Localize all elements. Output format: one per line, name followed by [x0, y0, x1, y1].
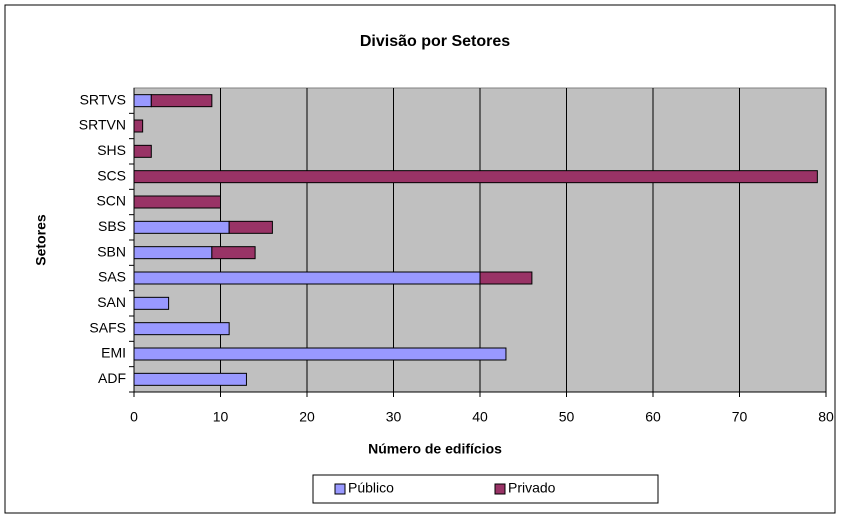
bar-segment [211, 246, 256, 260]
y-axis-label: Setores [33, 214, 49, 266]
x-tick-label: 80 [818, 409, 834, 425]
bar-segment [133, 144, 152, 158]
bar-segment [133, 322, 230, 336]
x-tick-label: 60 [645, 409, 661, 425]
y-tick-label: SAN [97, 294, 126, 310]
bar-segment [133, 372, 247, 386]
y-tick-label: SRTVS [80, 91, 126, 107]
legend-label: Público [348, 480, 394, 496]
legend-label: Privado [508, 480, 556, 496]
x-tick-label: 10 [213, 409, 229, 425]
y-tick-label: SBN [97, 243, 126, 259]
y-tick-label: SAFS [89, 319, 126, 335]
bar-segment [133, 296, 170, 310]
legend-swatch [494, 483, 506, 495]
bar-segment [133, 271, 481, 285]
y-tick-label: SCS [97, 167, 126, 183]
bar-segment [133, 94, 152, 108]
bar-segment [133, 195, 221, 209]
bar-segment [150, 94, 213, 108]
bar-segment [133, 119, 144, 133]
bar-segment [228, 220, 273, 234]
bar-segment [133, 347, 507, 361]
y-tick-label: SHS [97, 142, 126, 158]
x-tick-label: 50 [559, 409, 575, 425]
x-tick-label: 40 [472, 409, 488, 425]
y-tick-label: EMI [101, 345, 126, 361]
y-tick-label: SRTVN [79, 117, 126, 133]
x-tick-label: 70 [732, 409, 748, 425]
y-tick-label: SAS [98, 269, 126, 285]
x-axis-label: Número de edifícios [368, 441, 502, 457]
y-tick-label: SBS [98, 218, 126, 234]
x-tick-label: 0 [130, 409, 138, 425]
chart-title: Divisão por Setores [360, 33, 510, 50]
legend-box [312, 474, 659, 504]
bar-segment [133, 220, 230, 234]
legend-swatch [334, 483, 346, 495]
bar-segment [479, 271, 533, 285]
x-tick-label: 30 [386, 409, 402, 425]
bar-segment [133, 170, 818, 184]
bar-segment [133, 246, 213, 260]
y-tick-label: SCN [96, 193, 126, 209]
x-tick-label: 20 [299, 409, 315, 425]
y-tick-label: ADF [98, 370, 126, 386]
